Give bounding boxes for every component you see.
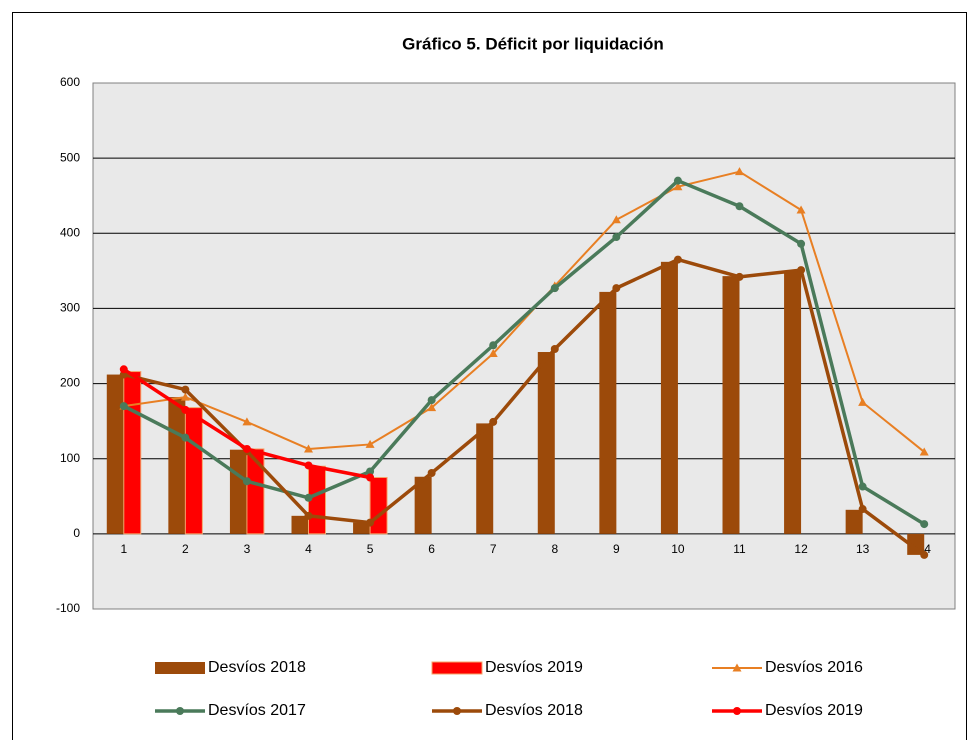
line-marker [735,202,744,211]
line-marker [796,205,806,214]
x-tick-label: 9 [613,542,620,556]
line-marker [858,505,867,514]
y-tick-label: 300 [60,301,80,315]
line-marker [550,345,559,354]
line-marker [242,417,252,426]
y-tick-label: -100 [56,601,80,615]
legend-label: Desvíos 2019 [485,659,583,676]
x-tick-label: 11 [733,542,746,556]
legend-swatch [431,661,483,675]
line-marker [181,385,190,394]
legend-label: Desvíos 2019 [765,702,863,719]
legend-label: Desvíos 2018 [485,702,583,719]
legend-label: Desvíos 2016 [765,659,863,676]
bar [168,397,186,534]
y-tick-label: 0 [73,526,80,540]
line-marker [550,284,559,293]
bar [722,276,740,534]
line-marker [304,493,313,502]
y-tick-label: 500 [60,150,80,164]
bar [599,291,617,534]
x-tick-label: 1 [120,542,127,556]
line-marker [119,365,128,374]
bar [246,448,265,535]
line-marker [366,467,375,476]
line-marker [611,215,621,224]
bar [229,449,247,534]
line-marker [304,461,313,470]
legend-label: Desvíos 2017 [208,702,306,719]
bar [123,371,142,535]
bar [414,476,432,534]
bar [845,509,863,534]
line-marker [920,550,929,559]
line-marker [612,233,621,242]
line-marker [489,341,498,350]
x-tick-label: 8 [551,542,558,556]
line-marker [427,403,437,412]
legend-marker [733,707,741,715]
bar [476,423,494,534]
x-tick-label: 3 [244,542,251,556]
line-marker [612,284,621,293]
line-marker [304,511,313,520]
line-marker [489,417,498,426]
line-marker [242,477,251,486]
chart-title: Gráfico 5. Déficit por liquidación [402,34,664,53]
line-marker [181,405,190,414]
line [122,178,926,526]
x-tick-label: 6 [428,542,435,556]
line-marker [735,272,744,281]
legend-label: Desvíos 2018 [208,659,306,676]
legend-swatch [155,662,205,674]
x-tick-label: 7 [490,542,497,556]
bar [537,352,555,534]
line-marker [858,397,868,406]
line [123,170,925,453]
line-marker [366,518,375,527]
y-tick-label: 100 [60,451,80,465]
x-tick-label: 12 [794,542,808,556]
line [123,257,926,557]
bar [106,374,124,534]
line-marker [673,182,683,191]
line-marker [304,444,313,453]
line-marker [119,402,128,411]
line-marker [858,482,867,491]
x-tick-label: 13 [856,542,870,556]
line-marker [180,392,190,401]
legend-marker [732,663,742,672]
line-marker [365,439,375,448]
line-marker [797,239,806,248]
x-tick-label: 4 [305,542,312,556]
line-marker [488,349,498,358]
line-marker [366,473,375,482]
bar [353,522,371,534]
bar [784,271,802,534]
y-tick-label: 400 [60,225,80,239]
x-tick-label: 10 [671,542,685,556]
line-marker [797,266,806,275]
legend-marker [453,707,461,715]
line-marker [242,444,251,453]
bar [660,261,678,534]
x-tick-label: 5 [367,542,374,556]
line-marker [920,520,929,529]
line-marker [427,396,436,405]
y-tick-label: 200 [60,376,80,390]
line-marker [919,447,929,456]
legend-marker [176,707,184,715]
bar [291,515,309,534]
line-marker [427,468,436,477]
line-marker [673,255,682,264]
y-tick-label: 600 [60,75,80,89]
line-marker [181,433,190,442]
bar [184,407,203,535]
line-marker [735,167,744,176]
line-marker [673,176,682,185]
x-tick-label: 2 [182,542,189,556]
